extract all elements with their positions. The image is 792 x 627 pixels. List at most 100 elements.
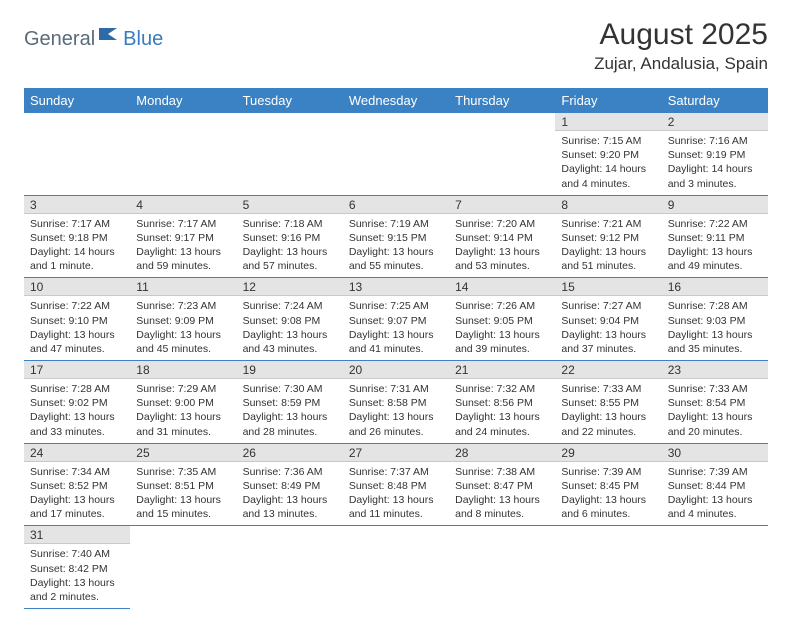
day-number: 12 — [237, 278, 343, 296]
calendar-cell — [449, 113, 555, 195]
weekday-header: Tuesday — [237, 88, 343, 113]
day-details: Sunrise: 7:34 AMSunset: 8:52 PMDaylight:… — [24, 462, 130, 526]
calendar-cell: 13Sunrise: 7:25 AMSunset: 9:07 PMDayligh… — [343, 278, 449, 361]
day-details: Sunrise: 7:28 AMSunset: 9:02 PMDaylight:… — [24, 379, 130, 443]
day-number: 17 — [24, 361, 130, 379]
calendar-cell: 11Sunrise: 7:23 AMSunset: 9:09 PMDayligh… — [130, 278, 236, 361]
calendar-cell — [343, 526, 449, 609]
calendar-row: 10Sunrise: 7:22 AMSunset: 9:10 PMDayligh… — [24, 278, 768, 361]
day-details: Sunrise: 7:40 AMSunset: 8:42 PMDaylight:… — [24, 544, 130, 608]
day-details: Sunrise: 7:17 AMSunset: 9:18 PMDaylight:… — [24, 214, 130, 278]
calendar-cell: 26Sunrise: 7:36 AMSunset: 8:49 PMDayligh… — [237, 443, 343, 526]
day-details: Sunrise: 7:27 AMSunset: 9:04 PMDaylight:… — [555, 296, 661, 360]
calendar-cell: 19Sunrise: 7:30 AMSunset: 8:59 PMDayligh… — [237, 361, 343, 444]
weekday-header: Sunday — [24, 88, 130, 113]
day-number: 23 — [662, 361, 768, 379]
day-details: Sunrise: 7:39 AMSunset: 8:45 PMDaylight:… — [555, 462, 661, 526]
location: Zujar, Andalusia, Spain — [594, 54, 768, 74]
calendar-cell: 22Sunrise: 7:33 AMSunset: 8:55 PMDayligh… — [555, 361, 661, 444]
calendar-cell — [237, 526, 343, 609]
day-number: 28 — [449, 444, 555, 462]
day-number: 24 — [24, 444, 130, 462]
day-details: Sunrise: 7:30 AMSunset: 8:59 PMDaylight:… — [237, 379, 343, 443]
day-number: 29 — [555, 444, 661, 462]
day-number: 10 — [24, 278, 130, 296]
day-details: Sunrise: 7:24 AMSunset: 9:08 PMDaylight:… — [237, 296, 343, 360]
day-details: Sunrise: 7:26 AMSunset: 9:05 PMDaylight:… — [449, 296, 555, 360]
day-details: Sunrise: 7:35 AMSunset: 8:51 PMDaylight:… — [130, 462, 236, 526]
day-details: Sunrise: 7:15 AMSunset: 9:20 PMDaylight:… — [555, 131, 661, 195]
day-number: 7 — [449, 196, 555, 214]
calendar-cell: 2Sunrise: 7:16 AMSunset: 9:19 PMDaylight… — [662, 113, 768, 195]
calendar-cell: 23Sunrise: 7:33 AMSunset: 8:54 PMDayligh… — [662, 361, 768, 444]
month-title: August 2025 — [594, 18, 768, 52]
calendar-cell: 20Sunrise: 7:31 AMSunset: 8:58 PMDayligh… — [343, 361, 449, 444]
calendar-row: 17Sunrise: 7:28 AMSunset: 9:02 PMDayligh… — [24, 361, 768, 444]
calendar-cell: 14Sunrise: 7:26 AMSunset: 9:05 PMDayligh… — [449, 278, 555, 361]
day-details: Sunrise: 7:31 AMSunset: 8:58 PMDaylight:… — [343, 379, 449, 443]
calendar-cell: 10Sunrise: 7:22 AMSunset: 9:10 PMDayligh… — [24, 278, 130, 361]
calendar-cell: 8Sunrise: 7:21 AMSunset: 9:12 PMDaylight… — [555, 195, 661, 278]
day-number: 25 — [130, 444, 236, 462]
calendar-page: General Blue August 2025 Zujar, Andalusi… — [0, 0, 792, 627]
day-details: Sunrise: 7:16 AMSunset: 9:19 PMDaylight:… — [662, 131, 768, 195]
calendar-cell: 4Sunrise: 7:17 AMSunset: 9:17 PMDaylight… — [130, 195, 236, 278]
day-details: Sunrise: 7:33 AMSunset: 8:55 PMDaylight:… — [555, 379, 661, 443]
day-number: 9 — [662, 196, 768, 214]
calendar-row: 31Sunrise: 7:40 AMSunset: 8:42 PMDayligh… — [24, 526, 768, 609]
calendar-cell — [237, 113, 343, 195]
day-details: Sunrise: 7:23 AMSunset: 9:09 PMDaylight:… — [130, 296, 236, 360]
calendar-cell: 21Sunrise: 7:32 AMSunset: 8:56 PMDayligh… — [449, 361, 555, 444]
day-details: Sunrise: 7:38 AMSunset: 8:47 PMDaylight:… — [449, 462, 555, 526]
day-number: 3 — [24, 196, 130, 214]
calendar-cell: 27Sunrise: 7:37 AMSunset: 8:48 PMDayligh… — [343, 443, 449, 526]
calendar-cell — [130, 526, 236, 609]
calendar-cell: 17Sunrise: 7:28 AMSunset: 9:02 PMDayligh… — [24, 361, 130, 444]
day-number: 31 — [24, 526, 130, 544]
calendar-table: Sunday Monday Tuesday Wednesday Thursday… — [24, 88, 768, 609]
day-number: 21 — [449, 361, 555, 379]
weekday-header: Thursday — [449, 88, 555, 113]
day-number: 6 — [343, 196, 449, 214]
weekday-header: Wednesday — [343, 88, 449, 113]
day-number: 13 — [343, 278, 449, 296]
flag-icon — [99, 26, 121, 47]
calendar-cell: 3Sunrise: 7:17 AMSunset: 9:18 PMDaylight… — [24, 195, 130, 278]
calendar-cell: 31Sunrise: 7:40 AMSunset: 8:42 PMDayligh… — [24, 526, 130, 609]
day-details: Sunrise: 7:32 AMSunset: 8:56 PMDaylight:… — [449, 379, 555, 443]
day-number: 4 — [130, 196, 236, 214]
day-details: Sunrise: 7:22 AMSunset: 9:10 PMDaylight:… — [24, 296, 130, 360]
day-number: 15 — [555, 278, 661, 296]
day-number: 16 — [662, 278, 768, 296]
calendar-cell: 29Sunrise: 7:39 AMSunset: 8:45 PMDayligh… — [555, 443, 661, 526]
calendar-row: 24Sunrise: 7:34 AMSunset: 8:52 PMDayligh… — [24, 443, 768, 526]
day-number: 8 — [555, 196, 661, 214]
calendar-cell: 15Sunrise: 7:27 AMSunset: 9:04 PMDayligh… — [555, 278, 661, 361]
calendar-cell — [343, 113, 449, 195]
logo-text-general: General — [24, 28, 95, 51]
calendar-cell: 25Sunrise: 7:35 AMSunset: 8:51 PMDayligh… — [130, 443, 236, 526]
weekday-header: Monday — [130, 88, 236, 113]
day-number: 14 — [449, 278, 555, 296]
calendar-cell: 9Sunrise: 7:22 AMSunset: 9:11 PMDaylight… — [662, 195, 768, 278]
calendar-cell — [662, 526, 768, 609]
day-number: 27 — [343, 444, 449, 462]
day-details: Sunrise: 7:33 AMSunset: 8:54 PMDaylight:… — [662, 379, 768, 443]
day-details: Sunrise: 7:28 AMSunset: 9:03 PMDaylight:… — [662, 296, 768, 360]
logo: General Blue — [24, 18, 163, 53]
day-number: 1 — [555, 113, 661, 131]
day-details: Sunrise: 7:22 AMSunset: 9:11 PMDaylight:… — [662, 214, 768, 278]
day-details: Sunrise: 7:39 AMSunset: 8:44 PMDaylight:… — [662, 462, 768, 526]
calendar-cell — [555, 526, 661, 609]
title-block: August 2025 Zujar, Andalusia, Spain — [594, 18, 768, 74]
day-details: Sunrise: 7:18 AMSunset: 9:16 PMDaylight:… — [237, 214, 343, 278]
header: General Blue August 2025 Zujar, Andalusi… — [24, 18, 768, 74]
day-number: 19 — [237, 361, 343, 379]
calendar-cell: 16Sunrise: 7:28 AMSunset: 9:03 PMDayligh… — [662, 278, 768, 361]
day-details: Sunrise: 7:29 AMSunset: 9:00 PMDaylight:… — [130, 379, 236, 443]
calendar-cell: 6Sunrise: 7:19 AMSunset: 9:15 PMDaylight… — [343, 195, 449, 278]
day-number: 5 — [237, 196, 343, 214]
calendar-cell: 30Sunrise: 7:39 AMSunset: 8:44 PMDayligh… — [662, 443, 768, 526]
calendar-cell: 18Sunrise: 7:29 AMSunset: 9:00 PMDayligh… — [130, 361, 236, 444]
day-number: 18 — [130, 361, 236, 379]
